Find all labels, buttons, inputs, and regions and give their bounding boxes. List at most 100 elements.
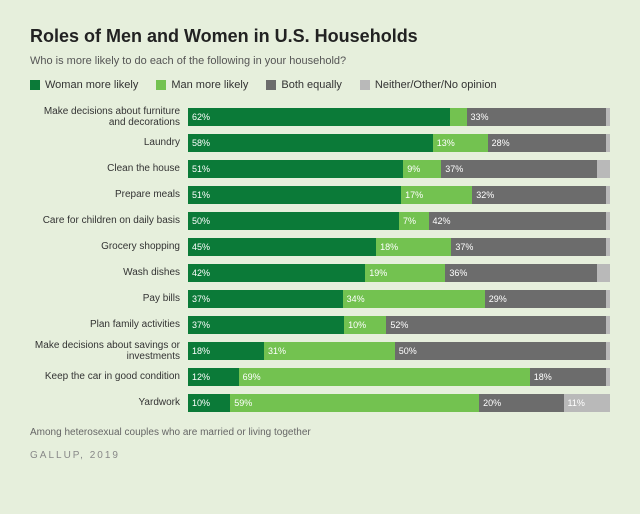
chart-row: Plan family activities37%10%52% xyxy=(30,315,610,335)
bar-segment-both: 37% xyxy=(451,238,606,256)
chart-row: Laundry58%13%28% xyxy=(30,133,610,153)
chart-row: Yardwork10%59%20%11% xyxy=(30,393,610,413)
chart-row: Prepare meals51%17%32% xyxy=(30,185,610,205)
bar-segment-man xyxy=(450,108,467,126)
bar-segment-woman: 51% xyxy=(188,186,401,204)
legend-item: Both equally xyxy=(266,79,342,91)
stacked-bar: 45%18%37% xyxy=(188,238,610,256)
bar-segment-both: 33% xyxy=(467,108,606,126)
bar-segment-woman: 18% xyxy=(188,342,264,360)
bar-segment-man: 31% xyxy=(264,342,395,360)
bar-segment-man: 69% xyxy=(239,368,530,386)
bar-segment-other xyxy=(606,134,610,152)
chart-source: GALLUP, 2019 xyxy=(30,450,610,461)
legend-label: Both equally xyxy=(281,79,342,91)
bar-segment-woman: 58% xyxy=(188,134,433,152)
bar-segment-woman: 37% xyxy=(188,316,344,334)
bar-segment-both: 28% xyxy=(488,134,606,152)
stacked-bar: 58%13%28% xyxy=(188,134,610,152)
bar-segment-other xyxy=(606,238,610,256)
chart-row: Keep the car in good condition12%69%18% xyxy=(30,367,610,387)
bar-segment-other xyxy=(597,264,610,282)
chart-row: Make decisions about savings or investme… xyxy=(30,341,610,361)
stacked-bar: 51%9%37% xyxy=(188,160,610,178)
bar-segment-woman: 42% xyxy=(188,264,365,282)
stacked-bar: 51%17%32% xyxy=(188,186,610,204)
legend-item: Woman more likely xyxy=(30,79,138,91)
stacked-bar: 50%7%42% xyxy=(188,212,610,230)
legend-swatch xyxy=(266,80,276,90)
bar-segment-woman: 62% xyxy=(188,108,450,126)
bar-segment-other xyxy=(597,160,610,178)
stacked-bar: 10%59%20%11% xyxy=(188,394,610,412)
row-label: Laundry xyxy=(30,137,188,149)
row-label: Clean the house xyxy=(30,163,188,175)
chart-row: Clean the house51%9%37% xyxy=(30,159,610,179)
stacked-bar: 37%10%52% xyxy=(188,316,610,334)
bar-segment-other xyxy=(606,108,610,126)
legend-swatch xyxy=(360,80,370,90)
bar-segment-woman: 51% xyxy=(188,160,403,178)
bar-segment-other xyxy=(606,316,610,334)
chart-row: Pay bills37%34%29% xyxy=(30,289,610,309)
bar-segment-both: 36% xyxy=(445,264,597,282)
bar-segment-man: 7% xyxy=(399,212,429,230)
bar-segment-woman: 10% xyxy=(188,394,230,412)
chart-row: Make decisions about furniture and decor… xyxy=(30,107,610,127)
bar-segment-both: 20% xyxy=(479,394,563,412)
legend-item: Neither/Other/No opinion xyxy=(360,79,497,91)
bar-segment-woman: 45% xyxy=(188,238,376,256)
chart-subtitle: Who is more likely to do each of the fol… xyxy=(30,55,610,67)
row-label: Prepare meals xyxy=(30,189,188,201)
bar-segment-other xyxy=(606,290,610,308)
row-label: Care for children on daily basis xyxy=(30,215,188,227)
bar-segment-man: 19% xyxy=(365,264,445,282)
bar-segment-man: 18% xyxy=(376,238,451,256)
row-label: Make decisions about furniture and decor… xyxy=(30,106,188,129)
bar-segment-both: 37% xyxy=(441,160,597,178)
legend-swatch xyxy=(156,80,166,90)
chart-row: Wash dishes42%19%36% xyxy=(30,263,610,283)
row-label: Plan family activities xyxy=(30,319,188,331)
stacked-bar: 18%31%50% xyxy=(188,342,610,360)
legend-label: Man more likely xyxy=(171,79,248,91)
legend-item: Man more likely xyxy=(156,79,248,91)
legend-label: Neither/Other/No opinion xyxy=(375,79,497,91)
bar-segment-other: 11% xyxy=(564,394,610,412)
bar-segment-man: 9% xyxy=(403,160,441,178)
stacked-bar: 12%69%18% xyxy=(188,368,610,386)
bar-segment-other xyxy=(606,212,610,230)
legend: Woman more likely Man more likely Both equ… xyxy=(30,79,610,91)
bar-segment-other xyxy=(606,186,610,204)
bar-chart: Make decisions about furniture and decor… xyxy=(30,107,610,413)
chart-title: Roles of Men and Women in U.S. Household… xyxy=(30,26,610,47)
chart-row: Care for children on daily basis50%7%42% xyxy=(30,211,610,231)
stacked-bar: 42%19%36% xyxy=(188,264,610,282)
bar-segment-woman: 50% xyxy=(188,212,399,230)
bar-segment-both: 42% xyxy=(429,212,606,230)
bar-segment-both: 32% xyxy=(472,186,606,204)
bar-segment-man: 13% xyxy=(433,134,488,152)
legend-swatch xyxy=(30,80,40,90)
bar-segment-other xyxy=(606,342,610,360)
bar-segment-man: 59% xyxy=(230,394,479,412)
bar-segment-man: 10% xyxy=(344,316,386,334)
stacked-bar: 37%34%29% xyxy=(188,290,610,308)
bar-segment-man: 34% xyxy=(343,290,485,308)
bar-segment-both: 18% xyxy=(530,368,606,386)
legend-label: Woman more likely xyxy=(45,79,138,91)
stacked-bar: 62% 33% xyxy=(188,108,610,126)
row-label: Wash dishes xyxy=(30,267,188,279)
bar-segment-woman: 12% xyxy=(188,368,239,386)
bar-segment-both: 29% xyxy=(485,290,606,308)
bar-segment-man: 17% xyxy=(401,186,472,204)
row-label: Keep the car in good condition xyxy=(30,371,188,383)
chart-note: Among heterosexual couples who are marri… xyxy=(30,427,610,438)
row-label: Pay bills xyxy=(30,293,188,305)
bar-segment-other xyxy=(606,368,610,386)
bar-segment-woman: 37% xyxy=(188,290,343,308)
row-label: Make decisions about savings or investme… xyxy=(30,340,188,363)
chart-container: Roles of Men and Women in U.S. Household… xyxy=(0,0,640,479)
row-label: Grocery shopping xyxy=(30,241,188,253)
chart-row: Grocery shopping45%18%37% xyxy=(30,237,610,257)
